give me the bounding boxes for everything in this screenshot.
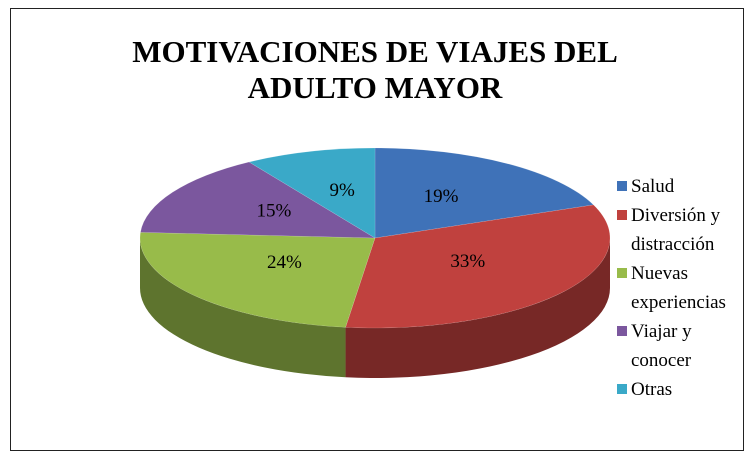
slice [140, 161, 376, 239]
slice [345, 204, 611, 329]
legend-label: Diversión y distracción [631, 205, 721, 255]
legend-swatch [617, 210, 627, 220]
slice [374, 147, 595, 239]
legend-entry: Salud [617, 172, 739, 201]
data-label: 33% [450, 251, 485, 272]
legend-swatch [617, 326, 627, 336]
legend-entry: Nuevas experiencias [617, 259, 739, 317]
legend-label: Otras [631, 379, 673, 400]
data-label: 15% [256, 200, 291, 221]
data-label: 24% [267, 252, 302, 273]
legend-entry: Otras [617, 375, 739, 404]
legend-label: Nuevas experiencias [631, 263, 726, 313]
legend-label: Viajar y conocer [631, 321, 692, 371]
legend-swatch [617, 181, 627, 191]
slice [139, 232, 376, 328]
legend-swatch [617, 268, 627, 278]
slice [248, 147, 376, 239]
chart-title: MOTIVACIONES DE VIAJES DEL ADULTO MAYOR [132, 34, 618, 105]
legend-swatch [617, 384, 627, 394]
slice-side [345, 238, 610, 378]
legend-entry: Diversión y distracción [617, 201, 739, 259]
data-label: 19% [424, 186, 459, 207]
legend-label: Salud [631, 176, 675, 197]
data-label: 9% [330, 180, 356, 201]
legend-entry: Viajar y conocer [617, 317, 739, 375]
chart-frame [10, 8, 744, 451]
slice-side [140, 238, 346, 378]
legend: Salud Diversión y distracción Nuevas exper… [617, 172, 739, 404]
